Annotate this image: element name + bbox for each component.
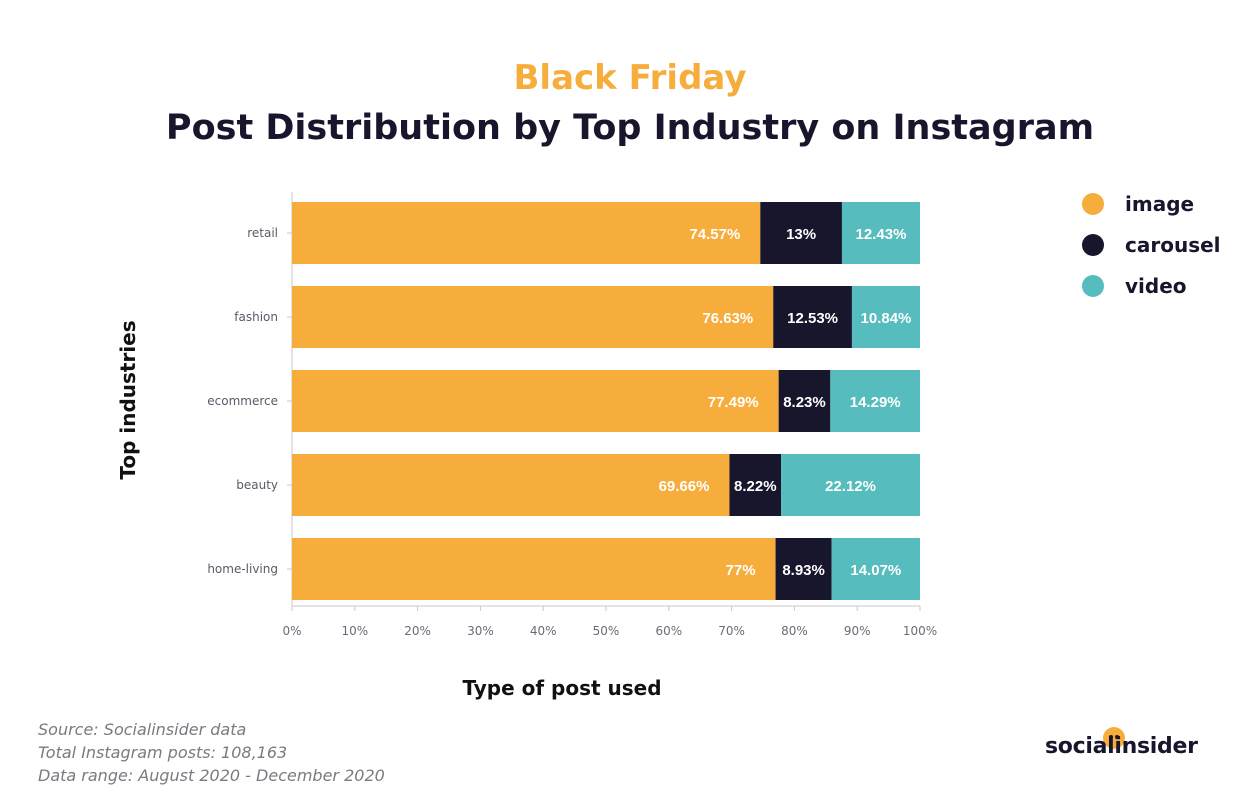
brand-logo-icon [1103, 727, 1125, 749]
legend-swatch-video [1082, 274, 1104, 297]
bar-carousel [773, 286, 852, 348]
data-label-image: 69.66% [659, 478, 710, 495]
x-tick-label: 100% [903, 624, 937, 638]
legend-item-video: video [1082, 265, 1221, 306]
legend-swatch-carousel [1082, 233, 1104, 256]
bar-image [292, 202, 761, 264]
bar-carousel [778, 370, 831, 432]
source-note: Source: Socialinsider data [38, 720, 247, 739]
bar-image [292, 538, 776, 600]
data-label-image: 77.49% [708, 394, 759, 411]
y-tick-label: home-living [207, 562, 278, 576]
x-tick-label: 40% [530, 624, 557, 638]
y-tick-label: ecommerce [207, 394, 278, 408]
legend-label-carousel: carousel [1125, 232, 1221, 257]
legend-item-image: image [1082, 183, 1221, 224]
footnotes: Source: Socialinsider data Total Instagr… [38, 718, 385, 787]
legend: image carousel video [1082, 183, 1221, 306]
total-posts-note: Total Instagram posts: 108,163 [38, 743, 288, 762]
data-label-image: 74.57% [689, 226, 740, 243]
y-tick-label: fashion [234, 310, 278, 324]
data-label-video: 10.84% [861, 310, 912, 327]
x-tick-label: 80% [781, 624, 808, 638]
bar-video [831, 538, 920, 600]
bar-video [830, 370, 921, 432]
brand-logo: socialinsider [1045, 734, 1198, 759]
y-tick-label: retail [247, 226, 278, 240]
chart-title: Post Distribution by Top Industry on Ins… [165, 108, 1095, 148]
bar-carousel [729, 454, 782, 516]
x-tick-label: 0% [282, 624, 301, 638]
data-label-carousel: 12.53% [787, 310, 838, 327]
bar-image [292, 370, 779, 432]
y-axis-title: Top industries [116, 320, 140, 480]
bar-carousel [760, 202, 842, 264]
x-tick-label: 90% [844, 624, 871, 638]
x-axis-title: Type of post used [462, 676, 662, 700]
data-label-carousel: 8.22% [734, 478, 777, 495]
bar-image [292, 286, 774, 348]
x-tick-label: 70% [718, 624, 745, 638]
bar-carousel [775, 538, 832, 600]
chart-supertitle: Black Friday [513, 58, 747, 98]
x-tick-label: 10% [341, 624, 368, 638]
legend-item-carousel: carousel [1082, 224, 1221, 265]
y-tick-label: beauty [236, 478, 278, 492]
data-label-carousel: 8.23% [783, 394, 826, 411]
data-label-video: 22.12% [825, 478, 876, 495]
bar-video [781, 454, 920, 516]
data-label-carousel: 8.93% [782, 562, 825, 579]
date-range-note: Data range: August 2020 - December 2020 [38, 766, 385, 785]
legend-label-image: image [1125, 191, 1195, 216]
data-label-carousel: 13% [786, 226, 816, 243]
data-label-video: 14.29% [850, 394, 901, 411]
data-label-video: 12.43% [856, 226, 907, 243]
x-tick-label: 30% [467, 624, 494, 638]
legend-swatch-image [1082, 192, 1104, 215]
x-tick-label: 20% [404, 624, 431, 638]
x-tick-label: 60% [655, 624, 682, 638]
bar-video [841, 202, 920, 264]
bar-video [851, 286, 920, 348]
legend-label-video: video [1125, 273, 1187, 298]
bar-image [292, 454, 730, 516]
data-label-image: 77% [726, 562, 756, 579]
data-label-image: 76.63% [702, 310, 753, 327]
data-label-video: 14.07% [850, 562, 901, 579]
x-tick-label: 50% [593, 624, 620, 638]
